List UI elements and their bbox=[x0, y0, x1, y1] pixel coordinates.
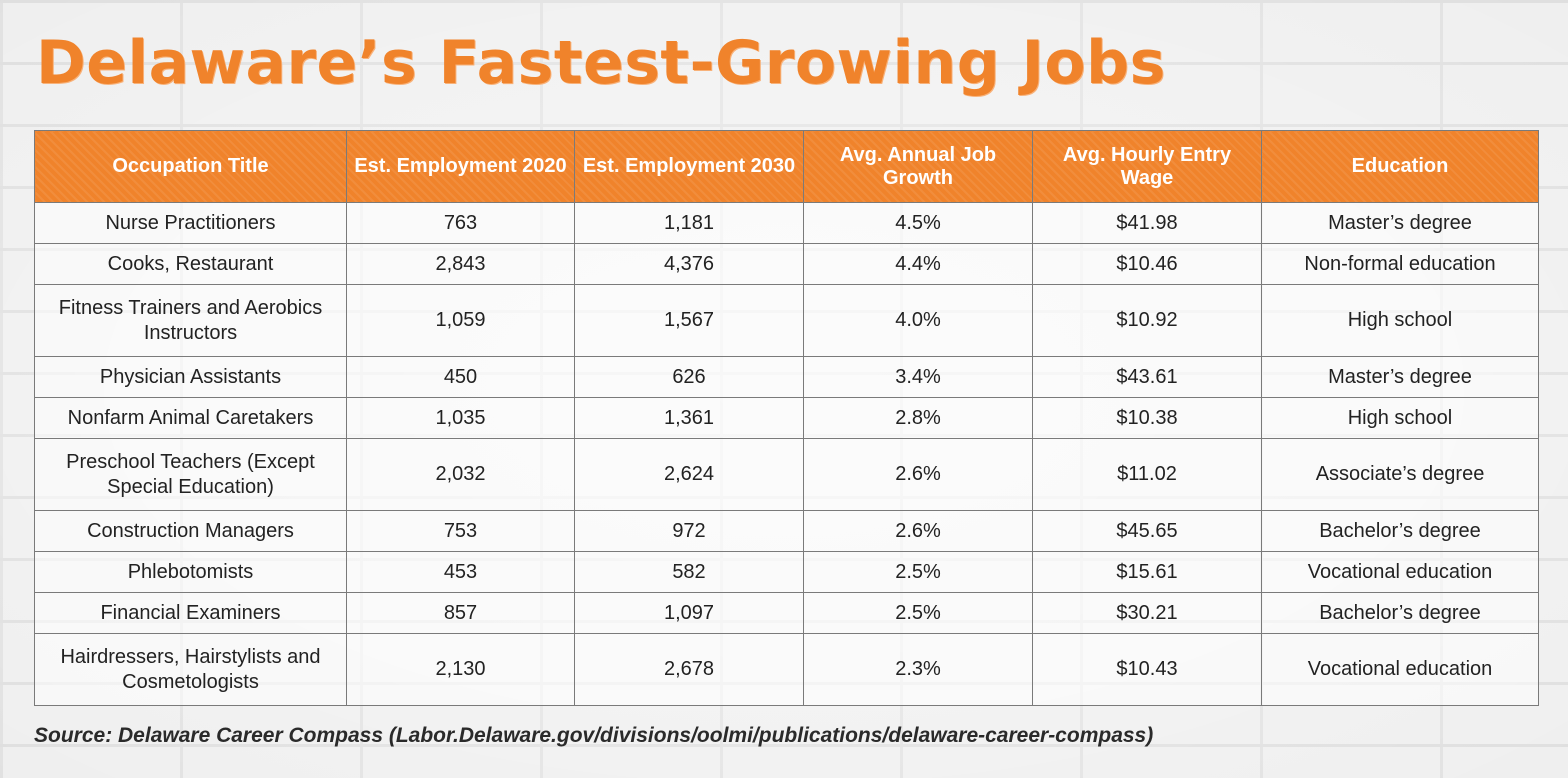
table-row: Fitness Trainers and Aerobics Instructor… bbox=[34, 284, 1539, 357]
employment-2020-cell: 453 bbox=[346, 551, 575, 593]
column-header-employment-2020: Est. Employment 2020 bbox=[346, 130, 575, 203]
education-cell: High school bbox=[1261, 284, 1539, 357]
wage-cell: $10.38 bbox=[1032, 397, 1262, 439]
occupation-cell: Nonfarm Animal Caretakers bbox=[34, 397, 347, 439]
employment-2020-cell: 857 bbox=[346, 592, 575, 634]
table-row: Construction Managers 753 972 2.6% $45.6… bbox=[34, 510, 1539, 552]
education-cell: Bachelor’s degree bbox=[1261, 592, 1539, 634]
employment-2030-cell: 582 bbox=[574, 551, 804, 593]
source-note: Source: Delaware Career Compass (Labor.D… bbox=[34, 724, 1154, 747]
page-title: Delaware’s Fastest-Growing Jobs bbox=[36, 28, 1166, 98]
employment-2030-cell: 1,567 bbox=[574, 284, 804, 357]
employment-2030-cell: 972 bbox=[574, 510, 804, 552]
jobs-table: Occupation Title Est. Employment 2020 Es… bbox=[34, 130, 1539, 706]
wage-cell: $10.43 bbox=[1032, 633, 1262, 706]
education-cell: High school bbox=[1261, 397, 1539, 439]
employment-2020-cell: 1,035 bbox=[346, 397, 575, 439]
occupation-cell: Preschool Teachers (Except Special Educa… bbox=[34, 438, 347, 511]
occupation-cell: Construction Managers bbox=[34, 510, 347, 552]
wage-cell: $30.21 bbox=[1032, 592, 1262, 634]
growth-cell: 2.5% bbox=[803, 592, 1033, 634]
occupation-cell: Hairdressers, Hairstylists and Cosmetolo… bbox=[34, 633, 347, 706]
education-cell: Vocational education bbox=[1261, 633, 1539, 706]
employment-2030-cell: 1,361 bbox=[574, 397, 804, 439]
occupation-cell: Financial Examiners bbox=[34, 592, 347, 634]
occupation-cell: Cooks, Restaurant bbox=[34, 243, 347, 285]
growth-cell: 2.6% bbox=[803, 510, 1033, 552]
growth-cell: 2.8% bbox=[803, 397, 1033, 439]
wage-cell: $43.61 bbox=[1032, 356, 1262, 398]
table-row: Financial Examiners 857 1,097 2.5% $30.2… bbox=[34, 592, 1539, 634]
occupation-cell: Fitness Trainers and Aerobics Instructor… bbox=[34, 284, 347, 357]
education-cell: Vocational education bbox=[1261, 551, 1539, 593]
table-row: Nonfarm Animal Caretakers 1,035 1,361 2.… bbox=[34, 397, 1539, 439]
wage-cell: $10.92 bbox=[1032, 284, 1262, 357]
employment-2030-cell: 1,181 bbox=[574, 202, 804, 244]
column-header-annual-growth: Avg. Annual Job Growth bbox=[803, 130, 1033, 203]
growth-cell: 4.4% bbox=[803, 243, 1033, 285]
table-header-row: Occupation Title Est. Employment 2020 Es… bbox=[34, 130, 1539, 203]
education-cell: Master’s degree bbox=[1261, 356, 1539, 398]
wage-cell: $45.65 bbox=[1032, 510, 1262, 552]
employment-2020-cell: 450 bbox=[346, 356, 575, 398]
wage-cell: $15.61 bbox=[1032, 551, 1262, 593]
occupation-cell: Phlebotomists bbox=[34, 551, 347, 593]
employment-2030-cell: 2,678 bbox=[574, 633, 804, 706]
wage-cell: $11.02 bbox=[1032, 438, 1262, 511]
employment-2030-cell: 2,624 bbox=[574, 438, 804, 511]
column-header-employment-2030: Est. Employment 2030 bbox=[574, 130, 804, 203]
employment-2030-cell: 1,097 bbox=[574, 592, 804, 634]
employment-2020-cell: 2,032 bbox=[346, 438, 575, 511]
education-cell: Master’s degree bbox=[1261, 202, 1539, 244]
growth-cell: 2.6% bbox=[803, 438, 1033, 511]
growth-cell: 2.5% bbox=[803, 551, 1033, 593]
employment-2020-cell: 763 bbox=[346, 202, 575, 244]
growth-cell: 3.4% bbox=[803, 356, 1033, 398]
education-cell: Associate’s degree bbox=[1261, 438, 1539, 511]
education-cell: Non-formal education bbox=[1261, 243, 1539, 285]
employment-2030-cell: 4,376 bbox=[574, 243, 804, 285]
growth-cell: 2.3% bbox=[803, 633, 1033, 706]
table-row: Nurse Practitioners 763 1,181 4.5% $41.9… bbox=[34, 202, 1539, 244]
column-header-occupation: Occupation Title bbox=[34, 130, 347, 203]
wage-cell: $10.46 bbox=[1032, 243, 1262, 285]
occupation-cell: Nurse Practitioners bbox=[34, 202, 347, 244]
table-row: Physician Assistants 450 626 3.4% $43.61… bbox=[34, 356, 1539, 398]
column-header-education: Education bbox=[1261, 130, 1539, 203]
wage-cell: $41.98 bbox=[1032, 202, 1262, 244]
employment-2020-cell: 753 bbox=[346, 510, 575, 552]
employment-2030-cell: 626 bbox=[574, 356, 804, 398]
column-header-hourly-wage: Avg. Hourly Entry Wage bbox=[1032, 130, 1262, 203]
table-row: Phlebotomists 453 582 2.5% $15.61 Vocati… bbox=[34, 551, 1539, 593]
education-cell: Bachelor’s degree bbox=[1261, 510, 1539, 552]
table-row: Hairdressers, Hairstylists and Cosmetolo… bbox=[34, 633, 1539, 706]
table-row: Preschool Teachers (Except Special Educa… bbox=[34, 438, 1539, 511]
employment-2020-cell: 2,130 bbox=[346, 633, 575, 706]
growth-cell: 4.5% bbox=[803, 202, 1033, 244]
employment-2020-cell: 2,843 bbox=[346, 243, 575, 285]
table-row: Cooks, Restaurant 2,843 4,376 4.4% $10.4… bbox=[34, 243, 1539, 285]
growth-cell: 4.0% bbox=[803, 284, 1033, 357]
employment-2020-cell: 1,059 bbox=[346, 284, 575, 357]
occupation-cell: Physician Assistants bbox=[34, 356, 347, 398]
